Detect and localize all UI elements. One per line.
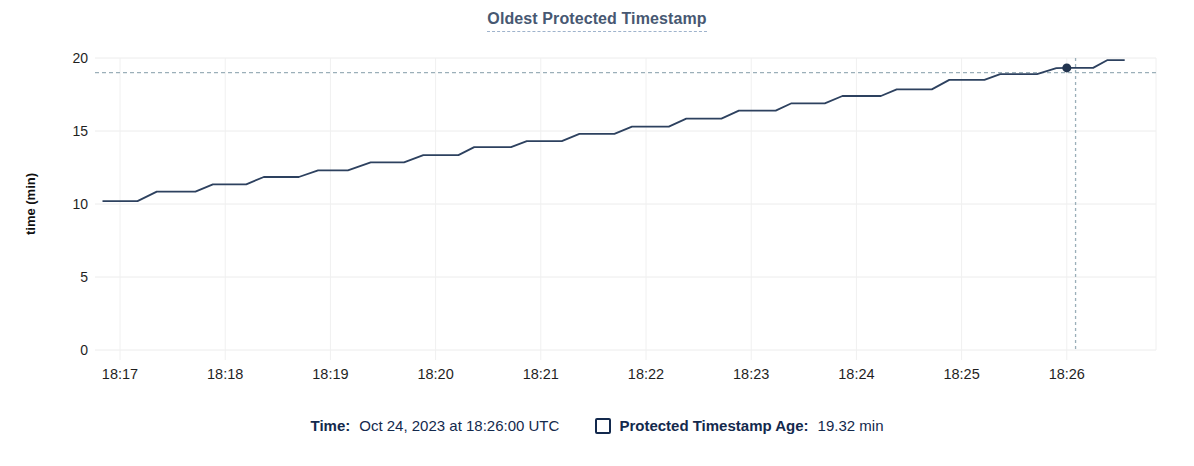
x-tick-label: 18:20 xyxy=(417,366,453,382)
metric-chart-card: Oldest Protected Timestamp 0510152018:17… xyxy=(0,0,1194,466)
hover-point-dot xyxy=(1062,63,1071,72)
y-tick-label: 5 xyxy=(80,269,88,285)
legend-series-value: 19.32 min xyxy=(818,417,884,434)
x-tick-label: 18:21 xyxy=(523,366,559,382)
x-tick-label: 18:22 xyxy=(628,366,664,382)
x-tick-label: 18:17 xyxy=(102,366,138,382)
y-tick-label: 0 xyxy=(80,342,88,358)
y-axis-label: time (min) xyxy=(23,173,38,235)
y-tick-label: 10 xyxy=(72,196,88,212)
x-tick-label: 18:25 xyxy=(943,366,979,382)
x-tick-label: 18:19 xyxy=(312,366,348,382)
legend-time-label: Time: xyxy=(311,417,351,434)
y-tick-label: 20 xyxy=(72,50,88,66)
hover-legend: Time: Oct 24, 2023 at 18:26:00 UTC Prote… xyxy=(0,417,1194,434)
legend-time-value: Oct 24, 2023 at 18:26:00 UTC xyxy=(359,417,559,434)
x-tick-label: 18:26 xyxy=(1049,366,1085,382)
series-checkbox[interactable] xyxy=(595,418,611,434)
x-tick-label: 18:18 xyxy=(207,366,243,382)
x-tick-label: 18:24 xyxy=(838,366,874,382)
x-tick-label: 18:23 xyxy=(733,366,769,382)
chart-canvas[interactable]: 0 5 10 15 20 18:17 18:18 18:19 18:20 18:21 18:22 18… xyxy=(0,0,1194,400)
legend-series-label: Protected Timestamp Age: xyxy=(619,417,808,434)
y-tick-label: 15 xyxy=(72,123,88,139)
